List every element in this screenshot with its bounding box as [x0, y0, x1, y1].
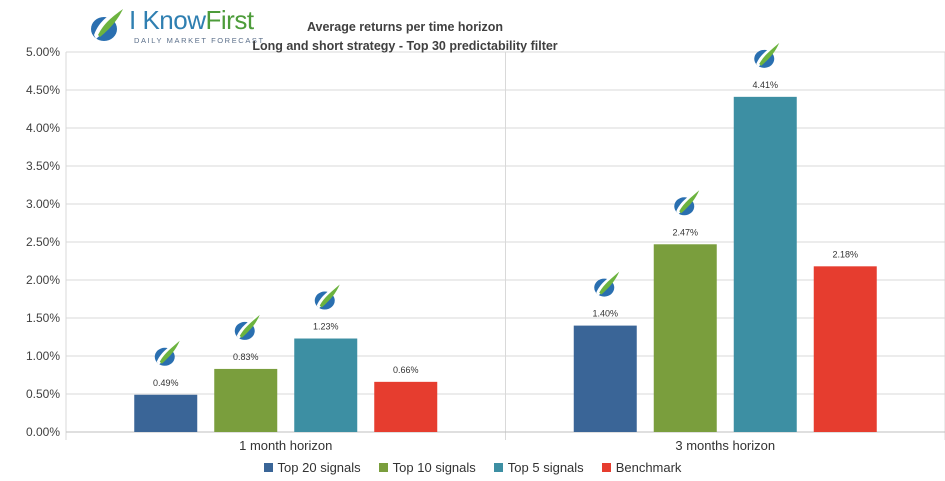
- data-label: 2.47%: [672, 227, 698, 237]
- data-label: 0.66%: [393, 365, 419, 375]
- legend-swatch: [378, 463, 388, 472]
- legend-swatch: [263, 463, 273, 472]
- legend-item: Top 10 signals: [378, 460, 476, 475]
- legend-item: Top 5 signals: [493, 460, 584, 475]
- y-tick-label: 5.00%: [26, 45, 60, 59]
- brand-tagline: DAILY MARKET FORECAST: [134, 36, 265, 45]
- chart-titles: Average returns per time horizon Long an…: [240, 18, 570, 56]
- data-label: 1.40%: [592, 309, 618, 319]
- legend-label: Top 10 signals: [392, 460, 476, 475]
- x-category-label: 3 months horizon: [675, 438, 775, 453]
- x-category-label: 1 month horizon: [239, 438, 332, 453]
- data-label: 0.83%: [233, 352, 259, 362]
- bar: [653, 244, 717, 432]
- forecast-logo-icon: [754, 41, 780, 68]
- bar: [733, 96, 797, 432]
- legend-label: Benchmark: [615, 460, 682, 475]
- y-tick-label: 4.00%: [26, 121, 60, 135]
- y-tick-label: 0.50%: [26, 387, 60, 401]
- data-label: 2.18%: [832, 249, 858, 259]
- forecast-logo-icon: [314, 283, 340, 310]
- legend-swatch: [493, 463, 503, 472]
- bar: [813, 266, 877, 432]
- legend-item: Top 20 signals: [263, 460, 361, 475]
- y-tick-label: 1.50%: [26, 311, 60, 325]
- bar: [294, 338, 358, 432]
- y-tick-label: 1.00%: [26, 349, 60, 363]
- y-tick-label: 3.00%: [26, 197, 60, 211]
- y-tick-label: 2.00%: [26, 273, 60, 287]
- bar: [214, 368, 278, 432]
- legend-item: Benchmark: [601, 460, 682, 475]
- forecast-logo-icon: [234, 313, 260, 340]
- brand-name: I KnowFirst: [129, 5, 254, 35]
- brand-logo: I KnowFirst DAILY MARKET FORECAST: [86, 3, 263, 47]
- bar: [374, 381, 438, 432]
- data-label: 1.23%: [313, 322, 339, 332]
- y-tick-label: 2.50%: [26, 235, 60, 249]
- y-tick-label: 0.00%: [26, 425, 60, 439]
- legend-swatch: [601, 463, 611, 472]
- forecast-logo-icon: [594, 270, 620, 297]
- chart-title: Average returns per time horizon: [306, 20, 504, 34]
- bar: [134, 394, 198, 432]
- brand-logo-icon: [91, 7, 123, 41]
- legend-label: Top 20 signals: [277, 460, 361, 475]
- data-label: 0.49%: [153, 378, 179, 388]
- data-label: 4.41%: [752, 80, 778, 90]
- legend-label: Top 5 signals: [507, 460, 584, 475]
- forecast-logo-icon: [154, 339, 180, 366]
- forecast-logo-icon: [674, 189, 700, 216]
- bar: [573, 325, 637, 432]
- y-tick-label: 3.50%: [26, 159, 60, 173]
- chart-subtitle: Long and short strategy - Top 30 predict…: [252, 39, 558, 53]
- y-tick-label: 4.50%: [26, 83, 60, 97]
- chart-legend: Top 20 signals Top 10 signals Top 5 signal…: [0, 460, 945, 475]
